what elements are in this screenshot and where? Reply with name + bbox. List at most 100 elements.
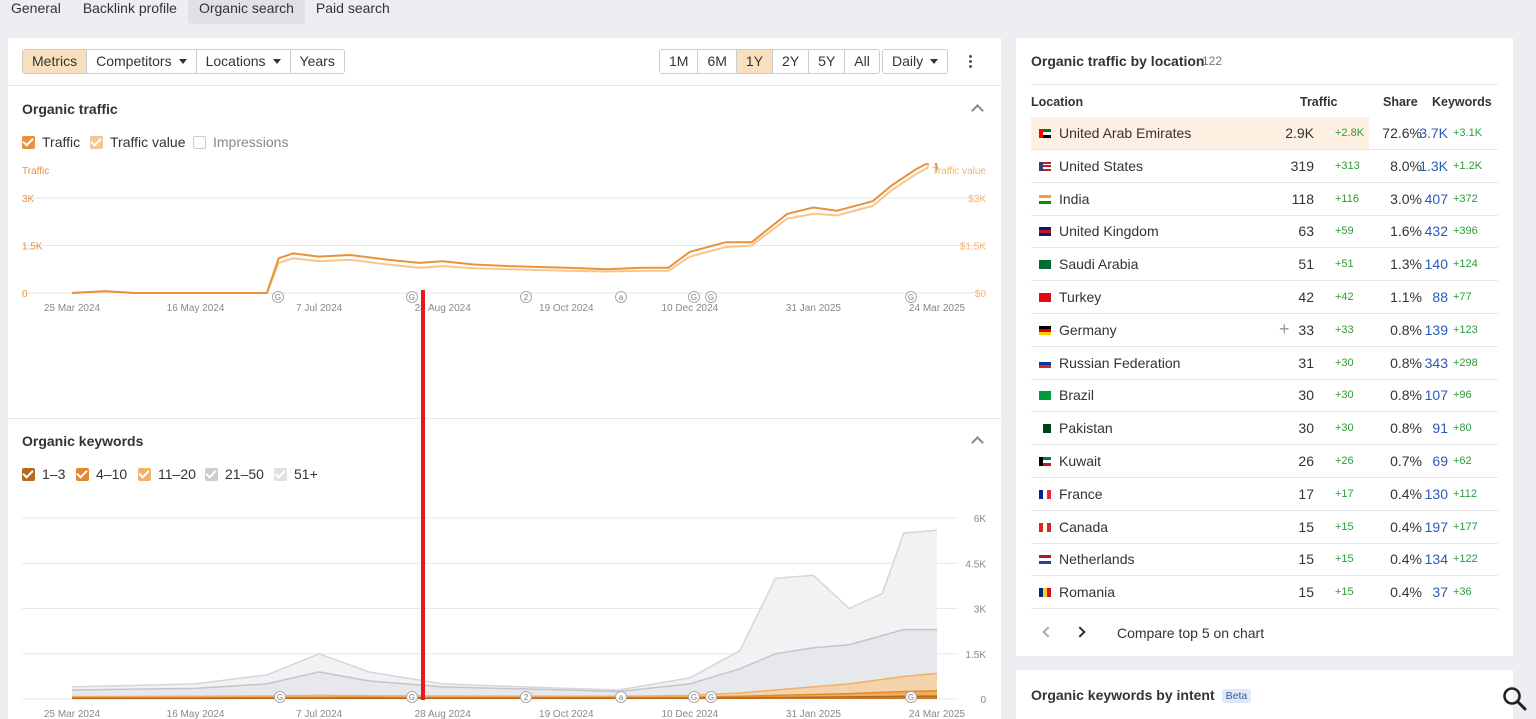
location-row[interactable]: Turkey 42 +42 1.1% 88 +77 [1031,281,1498,314]
metrics-button[interactable]: Metrics [23,50,87,73]
keywords-link[interactable]: 107 [1424,387,1448,404]
keywords-delta: +36 [1453,586,1472,599]
event-marker [705,691,717,703]
location-row[interactable]: Pakistan 30 +30 0.8% 91 +80 [1031,412,1498,446]
tab-paid-search[interactable]: Paid search [315,0,390,16]
column-header-location[interactable]: Location [1031,95,1084,109]
years-button[interactable]: Years [289,50,344,73]
period-1y-button[interactable]: 1Y [735,50,773,73]
location-row[interactable]: France 17 +17 0.4% 130 +112 [1031,478,1498,511]
share-value: 1.3% [1390,256,1422,273]
share-value: 3.0% [1390,190,1422,207]
keywords-link[interactable]: 407 [1424,190,1448,207]
legend-rank-21-50[interactable]: 21–50 [205,466,264,482]
collapse-icon[interactable] [971,436,984,449]
keywords-link[interactable]: 37 [1432,584,1448,601]
keywords-link[interactable]: 134 [1424,551,1448,568]
location-row[interactable]: Kuwait 26 +26 0.7% 69 +62 [1031,445,1498,478]
location-name[interactable]: Canada [1059,518,1109,535]
keywords-link[interactable]: 91 [1432,420,1448,437]
keywords-link[interactable]: 140 [1424,256,1448,273]
location-row[interactable]: United Arab Emirates 2.9K +2.8K 72.6% 3.7K +3… [1031,117,1498,150]
interval-button[interactable]: Daily [883,50,948,73]
keywords-link[interactable]: 130 [1424,485,1448,502]
x-tick-label: 7 Jul 2024 [296,303,343,314]
location-name[interactable]: India [1059,190,1090,207]
location-name[interactable]: Kuwait [1059,453,1102,469]
keywords-link[interactable]: 3.7K [1419,125,1448,141]
event-marker [520,691,532,703]
period-all-button[interactable]: All [844,50,879,73]
location-name[interactable]: United States [1059,157,1144,174]
keywords-link[interactable]: 343 [1424,354,1448,371]
legend-rank-51-plus[interactable]: 51+ [274,466,318,482]
legend-traffic-value[interactable]: Traffic value [90,134,185,150]
location-name[interactable]: Saudi Arabia [1059,256,1139,273]
x-tick-label: 7 Jul 2024 [296,709,343,719]
keywords-delta: +112 [1453,487,1477,500]
chevron-left-icon[interactable] [1042,626,1054,638]
tab-general[interactable]: General [11,0,61,16]
period-6m-button[interactable]: 6M [697,50,736,73]
keywords-link[interactable]: 1.3K [1419,157,1448,174]
search-icon[interactable] [1502,686,1528,712]
flag-icon [1039,457,1051,466]
location-name[interactable]: Russian Federation [1059,354,1181,371]
legend-impressions[interactable]: Impressions [193,134,288,150]
keywords-link[interactable]: 197 [1424,518,1448,535]
location-name[interactable]: Netherlands [1059,551,1135,568]
share-value: 8.0% [1390,157,1422,174]
location-row[interactable]: Saudi Arabia 51 +51 1.3% 140 +124 [1031,248,1498,282]
location-row[interactable]: United States 319 +313 8.0% 1.3K +1.2K [1031,150,1498,183]
period-5y-button[interactable]: 5Y [808,50,845,73]
locations-dropdown[interactable]: Locations [195,50,290,73]
tab-organic-search[interactable]: Organic search [187,0,305,24]
keywords-link[interactable]: 69 [1432,453,1448,469]
interval-dropdown[interactable]: Daily [882,49,949,74]
event-marker-label: G [409,293,415,302]
event-marker-label: 2 [524,293,529,302]
plus-icon[interactable]: + [1279,318,1290,339]
location-row[interactable]: Canada 15 +15 0.4% 197 +177 [1031,511,1498,544]
location-row[interactable]: United Kingdom 63 +59 1.6% 432 +396 [1031,215,1498,249]
location-name[interactable]: Romania [1059,584,1116,601]
share-value: 1.1% [1390,289,1422,305]
keywords-link[interactable]: 139 [1424,321,1448,338]
collapse-icon[interactable] [971,104,984,117]
location-row[interactable]: Germany +33 +33 0.8% 139 +123 [1031,314,1498,347]
keywords-link[interactable]: 432 [1424,223,1448,240]
legend-traffic[interactable]: Traffic [22,134,80,150]
location-name[interactable]: Germany [1059,321,1117,338]
tab-backlink-profile[interactable]: Backlink profile [82,0,177,16]
organic-keywords-chart: 0 1.5K 3K 4.5K 6K 25 Mar 2024 16 May 2024 7 Jul… [22,514,986,719]
location-row[interactable]: Netherlands 15 +15 0.4% 134 +122 [1031,543,1498,577]
location-name[interactable]: Turkey [1059,289,1102,305]
period-1m-button[interactable]: 1M [660,50,698,73]
location-row[interactable]: Romania 15 +15 0.4% 37 +36 [1031,576,1498,610]
event-marker [705,291,717,303]
legend-rank-4-10[interactable]: 4–10 [76,466,127,482]
location-name[interactable]: Brazil [1059,387,1095,404]
location-name[interactable]: United Kingdom [1059,223,1159,240]
period-2y-button[interactable]: 2Y [772,50,809,73]
chevron-right-icon[interactable] [1074,626,1086,638]
location-row[interactable]: Brazil 30 +30 0.8% 107 +96 [1031,379,1498,413]
competitors-dropdown[interactable]: Competitors [86,50,196,73]
column-header-share[interactable]: Share [1383,95,1418,109]
location-row[interactable]: India 118 +116 3.0% 407 +372 [1031,183,1498,216]
event-marker-label: G [275,293,281,302]
location-row[interactable]: Russian Federation 31 +30 0.8% 343 +298 [1031,347,1498,380]
column-header-keywords[interactable]: Keywords [1432,95,1492,109]
location-name[interactable]: Pakistan [1059,420,1113,437]
compare-top-5-link[interactable]: Compare top 5 on chart [1117,625,1265,641]
location-name[interactable]: United Arab Emirates [1059,125,1192,141]
column-header-traffic[interactable]: Traffic [1300,95,1338,109]
keywords-link[interactable]: 88 [1432,289,1448,305]
locations-label: Locations [205,53,266,69]
traffic-delta: +116 [1335,192,1359,205]
legend-rank-11-20[interactable]: 11–20 [138,466,196,482]
more-options-icon[interactable] [966,54,974,70]
location-name[interactable]: France [1059,485,1103,502]
traffic-value: 31 [1298,354,1314,371]
legend-rank-1-3[interactable]: 1–3 [22,466,65,482]
